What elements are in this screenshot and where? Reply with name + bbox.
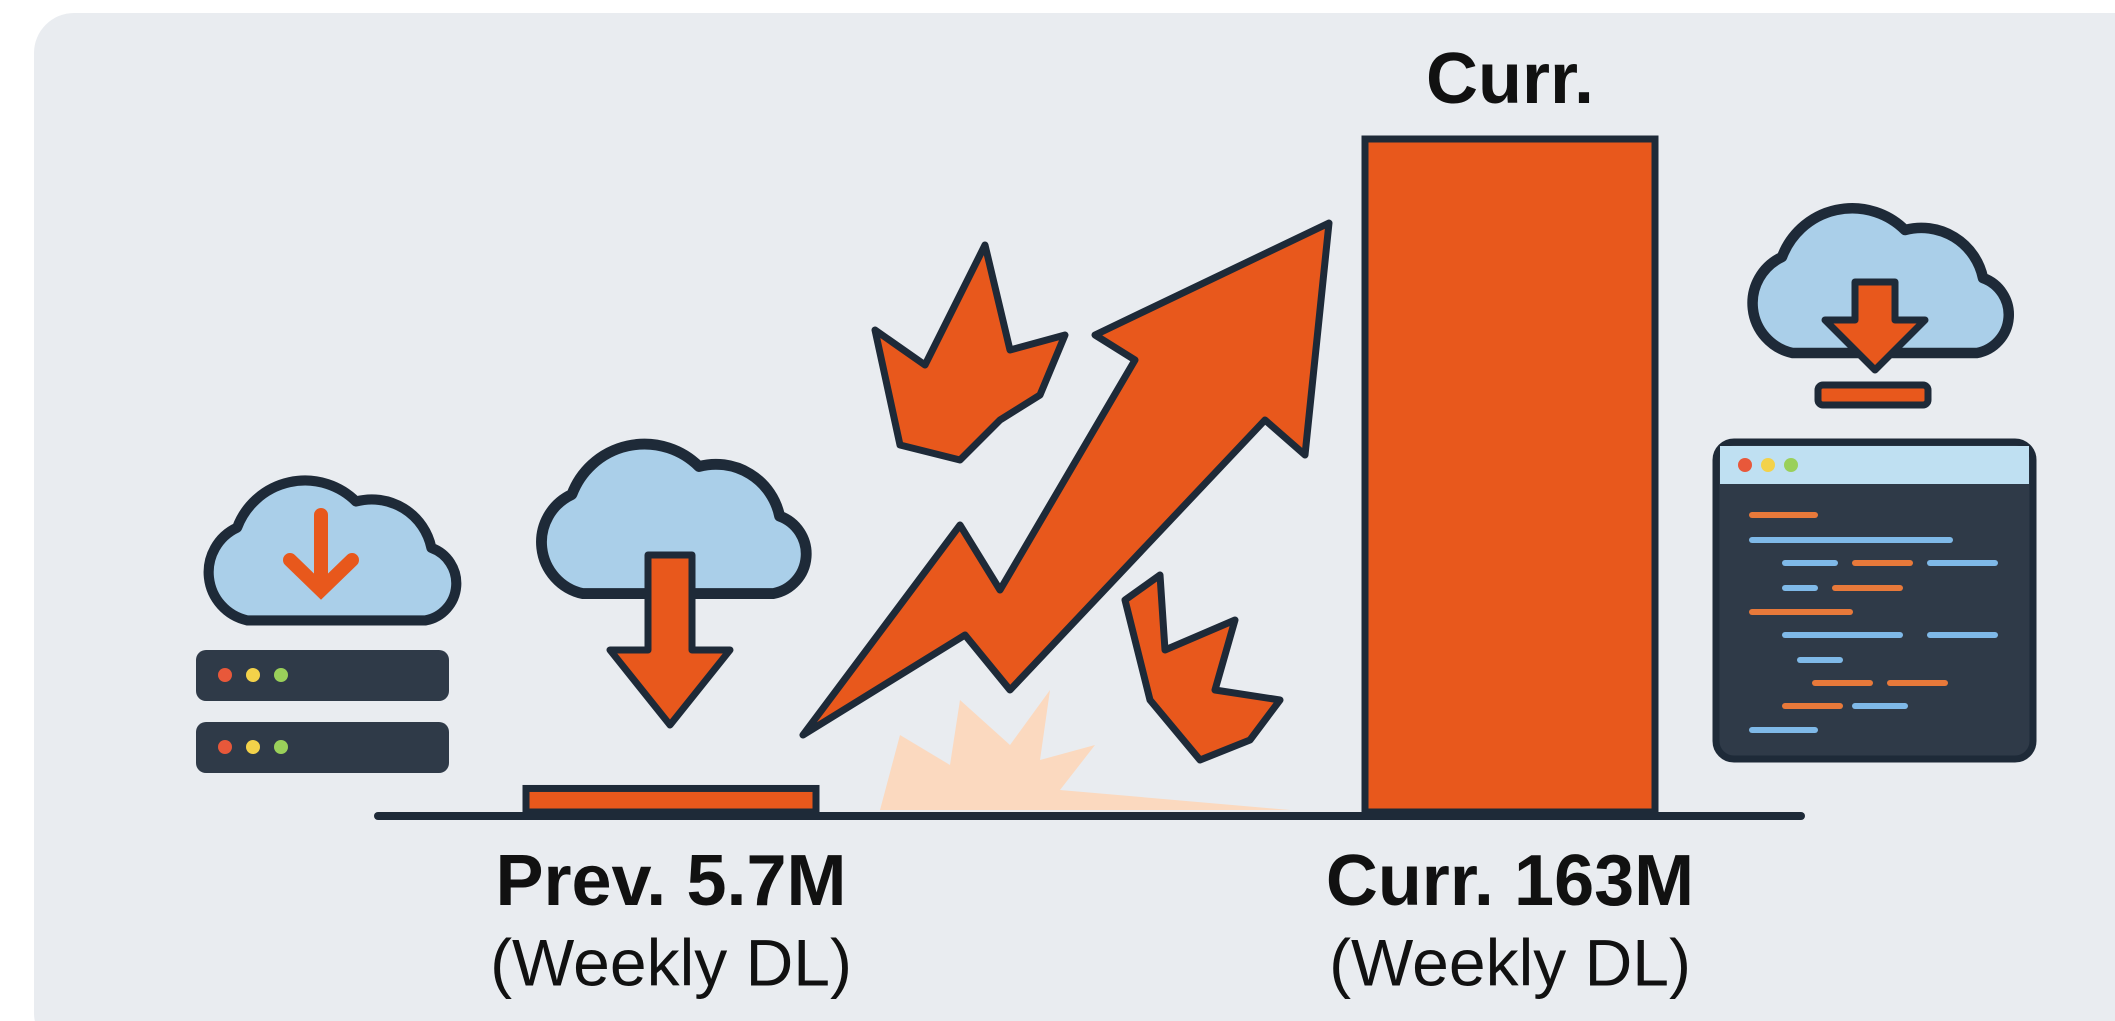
category-name: Prev. [495,841,666,921]
category-name: Curr. [1326,841,1494,921]
value-label: 5.7M [686,841,846,921]
chart: Curr. Prev.5.7M(Weekly DL)Curr.163M(Week… [0,0,2115,1021]
bar [526,788,816,812]
page: {"chart_data": {"type": "bar", "annotati… [0,0,2115,1021]
annotation: Curr. [1426,39,1594,119]
cloud-code-icon [1716,208,2033,759]
sub-label: (Weekly DL) [490,925,852,999]
sub-label: (Weekly DL) [1329,925,1691,999]
bar [1365,139,1655,812]
value-label: 163M [1514,841,1694,921]
